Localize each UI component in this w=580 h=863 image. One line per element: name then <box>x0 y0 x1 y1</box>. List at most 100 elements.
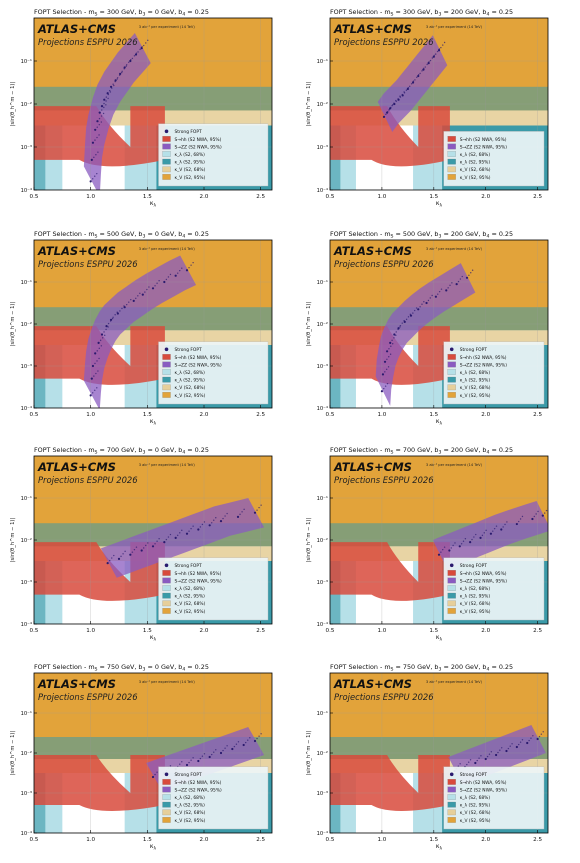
data-point <box>222 517 224 520</box>
y-tick-label: 10⁻¹ <box>21 280 32 286</box>
data-point <box>488 753 491 755</box>
data-point <box>215 517 217 519</box>
data-point <box>126 64 128 66</box>
title-part: FOPT Selection - m <box>34 230 95 238</box>
data-point <box>105 100 107 102</box>
legend-swatch <box>447 376 456 383</box>
legend-marker <box>164 347 169 352</box>
legend-label: κ_V (S2, 95%) <box>175 393 206 399</box>
data-point <box>140 47 143 50</box>
data-point <box>421 303 423 305</box>
data-point <box>96 387 98 389</box>
legend-label: κ_V (S2, 68%) <box>460 810 491 816</box>
legend-label: κ_λ (S2, 95%) <box>175 594 206 600</box>
data-point <box>224 747 226 749</box>
data-point <box>256 509 258 511</box>
data-point <box>419 306 421 308</box>
data-point <box>403 320 406 323</box>
legend-label: S→ZZ (S2 NWA, 95%) <box>460 144 508 150</box>
data-point <box>383 387 385 390</box>
experiment-label: ATLAS+CMS <box>37 22 116 36</box>
x-tick-label: 2.5 <box>256 837 265 843</box>
legend-label: κ_V (S2, 95%) <box>460 393 491 399</box>
legend-label: κ_λ (S2, 95%) <box>460 160 491 166</box>
data-point <box>174 536 177 540</box>
data-point <box>388 109 390 111</box>
x-tick-label: 1.5 <box>429 412 438 418</box>
title-part: = 500 GeV, b <box>97 230 142 238</box>
data-point <box>443 546 446 548</box>
data-point <box>382 115 386 118</box>
projection-label: Projections ESPPU 2026 <box>38 475 138 485</box>
data-point <box>105 96 108 98</box>
xlabel-sub: λ <box>440 636 443 642</box>
legend-box <box>443 766 545 830</box>
data-point <box>389 353 392 355</box>
y-axis-label: |sin(θ_h^m − 1)| <box>306 731 312 776</box>
title-part: = 0.25 <box>489 446 513 454</box>
title-part: 4 <box>182 450 185 456</box>
legend-label: Strong FOPT <box>175 563 202 569</box>
data-point <box>92 178 94 180</box>
data-point <box>467 761 470 763</box>
data-point <box>185 763 189 767</box>
title-part: 4 <box>486 667 489 673</box>
data-point <box>107 326 109 328</box>
x-tick-label: 1.5 <box>429 837 438 843</box>
data-point <box>109 91 112 93</box>
x-tick-label: 1.0 <box>86 194 95 200</box>
legend-swatch <box>447 608 456 614</box>
experiment-label: ATLAS+CMS <box>37 244 116 258</box>
data-point <box>147 39 149 42</box>
title-part: FOPT Selection - m <box>34 8 95 16</box>
y-axis-label: |sin(θ_h^m − 1)| <box>10 82 16 127</box>
data-point <box>384 385 387 387</box>
data-point <box>156 282 158 284</box>
data-point <box>393 333 396 336</box>
legend-swatch <box>447 143 456 150</box>
data-point <box>537 510 539 513</box>
chart-panel-8: FOPT Selection - mS = 750 GeV, b3 = 200 … <box>306 663 549 851</box>
legend-label: κ_λ (S2, 95%) <box>175 160 206 166</box>
data-point <box>135 546 138 548</box>
chart-panel-5: FOPT Selection - mS = 700 GeV, b3 = 0 Ge… <box>10 446 273 642</box>
legend-box <box>443 131 545 187</box>
chart-panel-3: FOPT Selection - mS = 500 GeV, b3 = 0 Ge… <box>10 230 273 426</box>
data-point <box>401 322 403 324</box>
szz-exclusion <box>375 263 476 406</box>
data-point <box>121 70 123 73</box>
data-point <box>192 757 194 759</box>
x-tick-label: 2.0 <box>200 628 209 634</box>
data-point <box>224 515 226 517</box>
projection-label: Projections ESPPU 2026 <box>38 259 138 269</box>
data-point <box>440 46 442 49</box>
y-tick-label: 10⁻² <box>21 102 32 108</box>
data-point <box>431 57 434 59</box>
experiment-label: ATLAS+CMS <box>37 677 116 691</box>
data-point <box>412 312 414 314</box>
legend-swatch <box>447 809 456 816</box>
y-tick-label: 10⁻² <box>21 538 32 544</box>
data-point <box>197 528 200 531</box>
data-point <box>112 316 114 318</box>
data-point <box>185 532 189 535</box>
x-tick-label: 2.5 <box>256 194 265 200</box>
legend-label: κ_λ (S2, 68%) <box>460 152 491 158</box>
data-point <box>419 72 421 75</box>
data-point <box>135 297 137 300</box>
title-part: = 0.25 <box>185 446 209 454</box>
data-point <box>449 284 451 287</box>
data-point <box>386 382 389 385</box>
data-point <box>459 763 461 765</box>
x-tick-label: 1.0 <box>86 837 95 843</box>
data-point <box>100 333 104 336</box>
data-point <box>531 517 534 521</box>
data-point <box>107 97 109 100</box>
data-point <box>473 536 475 538</box>
legend-swatch <box>162 608 171 614</box>
data-point <box>427 62 430 65</box>
data-point <box>450 547 452 549</box>
data-point <box>96 126 98 128</box>
xlabel-main: κ <box>150 843 154 850</box>
x-axis-label: κλ <box>150 200 157 208</box>
